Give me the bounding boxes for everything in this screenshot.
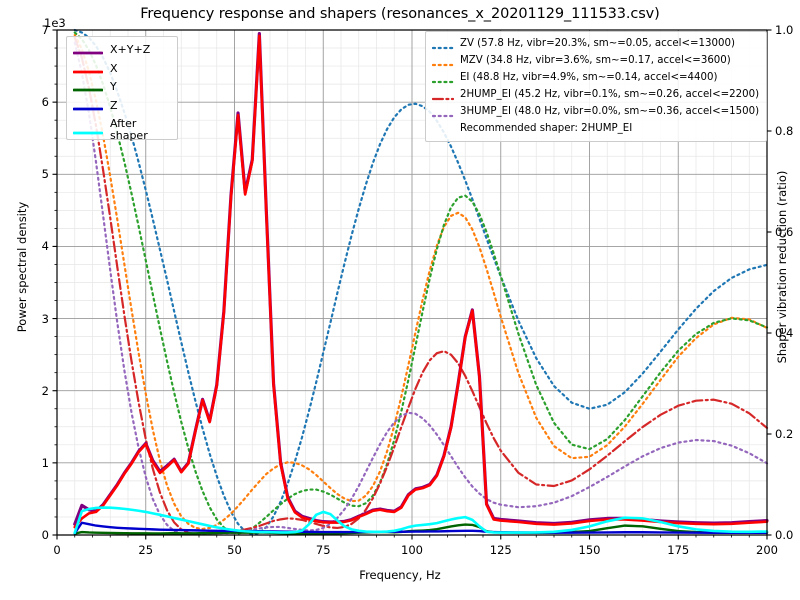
shaper-legend-label: 2HUMP_EI (45.2 Hz, vibr=0.1%, sm~=0.26, … — [460, 89, 760, 101]
x-tick-label: 150 — [578, 543, 601, 557]
shaper-legend-item[interactable]: ZV (57.8 Hz, vibr=20.3%, sm~=0.05, accel… — [431, 36, 760, 53]
shaper-legend-item[interactable]: EI (48.8 Hz, vibr=4.9%, sm~=0.14, accel<… — [431, 70, 760, 87]
legend-swatch-3hump_ei-icon — [431, 107, 455, 119]
shaper-legend-item[interactable]: 3HUMP_EI (48.0 Hz, vibr=0.0%, sm~=0.36, … — [431, 104, 760, 121]
legend-line-sample — [72, 51, 104, 55]
y-axis-offset-text: 1e3 — [44, 16, 66, 30]
x-tick-label: 125 — [489, 543, 512, 557]
chart-title: Frequency response and shapers (resonanc… — [140, 6, 660, 22]
legend-swatch-ei-icon — [431, 73, 455, 85]
y-tick-label-right: 0.4 — [775, 326, 794, 340]
psd-curve-after-shaper — [73, 506, 769, 535]
legend-line-sample — [72, 131, 104, 135]
shaper-legend-label: ZV (57.8 Hz, vibr=20.3%, sm~=0.05, accel… — [460, 38, 735, 50]
y-tick-label-left: 0 — [41, 528, 49, 542]
shaper-curve-mzv — [73, 33, 769, 531]
recommended-shaper-note: Recommended shaper: 2HUMP_EI — [460, 123, 633, 135]
shaper-curve-2hump_ei — [73, 36, 769, 536]
shaper-legend-label: MZV (34.8 Hz, vibr=3.6%, sm~=0.17, accel… — [460, 55, 731, 67]
y-tick-label-left: 4 — [41, 239, 49, 254]
psd-curves — [73, 32, 769, 535]
psd-legend-item[interactable]: X+Y+Z — [72, 41, 171, 60]
x-axis-label: Frequency, Hz — [359, 568, 441, 582]
legend-swatch-z-icon — [72, 100, 104, 112]
x-tick-label: 50 — [227, 543, 242, 557]
y-axis-label-left: Power spectral density — [15, 201, 29, 333]
legend-swatch-x-y-z-icon — [72, 44, 104, 56]
x-tick-label: 75 — [315, 543, 331, 557]
psd-legend-item[interactable]: Y — [72, 78, 171, 97]
shaper-legend-item[interactable]: MZV (34.8 Hz, vibr=3.6%, sm~=0.17, accel… — [431, 53, 760, 70]
psd-legend-item[interactable]: Z — [72, 97, 171, 116]
legend-line-sample — [431, 97, 455, 100]
x-tick-label: 25 — [138, 543, 154, 557]
legend-swatch-zv-icon — [431, 39, 455, 51]
legend-line-sample — [431, 46, 455, 49]
y-tick-label-left: 2 — [41, 383, 49, 398]
shaper-curves — [73, 28, 769, 536]
shaper-curve-ei — [73, 31, 769, 535]
legend-swatch-mzv-icon — [431, 56, 455, 68]
x-tick-label: 0 — [53, 543, 61, 557]
psd-legend-label: Y — [110, 80, 117, 94]
y-tick-label-left: 6 — [41, 95, 49, 110]
legend-swatch-2hump_ei-icon — [431, 90, 455, 102]
legend-line-sample — [72, 107, 104, 111]
shaper-legend-label: EI (48.8 Hz, vibr=4.9%, sm~=0.14, accel<… — [460, 72, 718, 84]
legend-line-sample — [431, 80, 455, 83]
psd-legend-label: After shaper — [110, 116, 148, 142]
legend-line-sample — [431, 63, 455, 66]
y-tick-label-left: 1 — [41, 455, 49, 470]
legend-line-sample — [72, 70, 104, 74]
shaper-curve-zv — [73, 28, 769, 536]
shaper-legend-label: 3HUMP_EI (48.0 Hz, vibr=0.0%, sm~=0.36, … — [460, 106, 760, 118]
legend-line-sample — [431, 114, 455, 117]
psd-legend-label: X+Y+Z — [110, 43, 151, 57]
legend-swatch-y-icon — [72, 81, 104, 93]
y-tick-label-right: 0.0 — [775, 528, 794, 542]
legend-swatch-after-shaper-icon — [72, 124, 104, 136]
y-tick-label-right: 1.0 — [775, 23, 794, 37]
shaper-legend-item[interactable]: 2HUMP_EI (45.2 Hz, vibr=0.1%, sm~=0.26, … — [431, 87, 760, 104]
x-tick-label: 100 — [401, 543, 423, 557]
legend-line-sample — [72, 88, 104, 92]
y-tick-label-right: 0.8 — [775, 124, 794, 138]
shaper-curve-3hump_ei — [73, 41, 769, 536]
psd-legend-label: Z — [110, 98, 118, 112]
psd-legend-label: X — [110, 61, 118, 75]
y-tick-label-left: 5 — [41, 167, 49, 182]
psd-legend-item[interactable]: After shaper — [72, 115, 171, 145]
y-tick-label-left: 3 — [41, 311, 49, 326]
x-tick-label: 175 — [667, 543, 690, 557]
y-tick-label-right: 0.2 — [775, 427, 794, 441]
y-tick-label-right: 0.6 — [775, 225, 794, 239]
psd-legend-item[interactable]: X — [72, 60, 171, 79]
legend-swatch-x-icon — [72, 63, 104, 75]
y-axis-label-right: Shaper vibration reduction (ratio) — [775, 170, 789, 364]
axis-ticks — [52, 29, 772, 540]
shaper-legend[interactable]: ZV (57.8 Hz, vibr=20.3%, sm~=0.05, accel… — [425, 31, 767, 142]
y-tick-label-left: 7 — [41, 23, 49, 37]
psd-legend[interactable]: X+Y+Z X Y Z After shaper — [66, 36, 178, 142]
x-tick-label: 200 — [756, 543, 778, 557]
